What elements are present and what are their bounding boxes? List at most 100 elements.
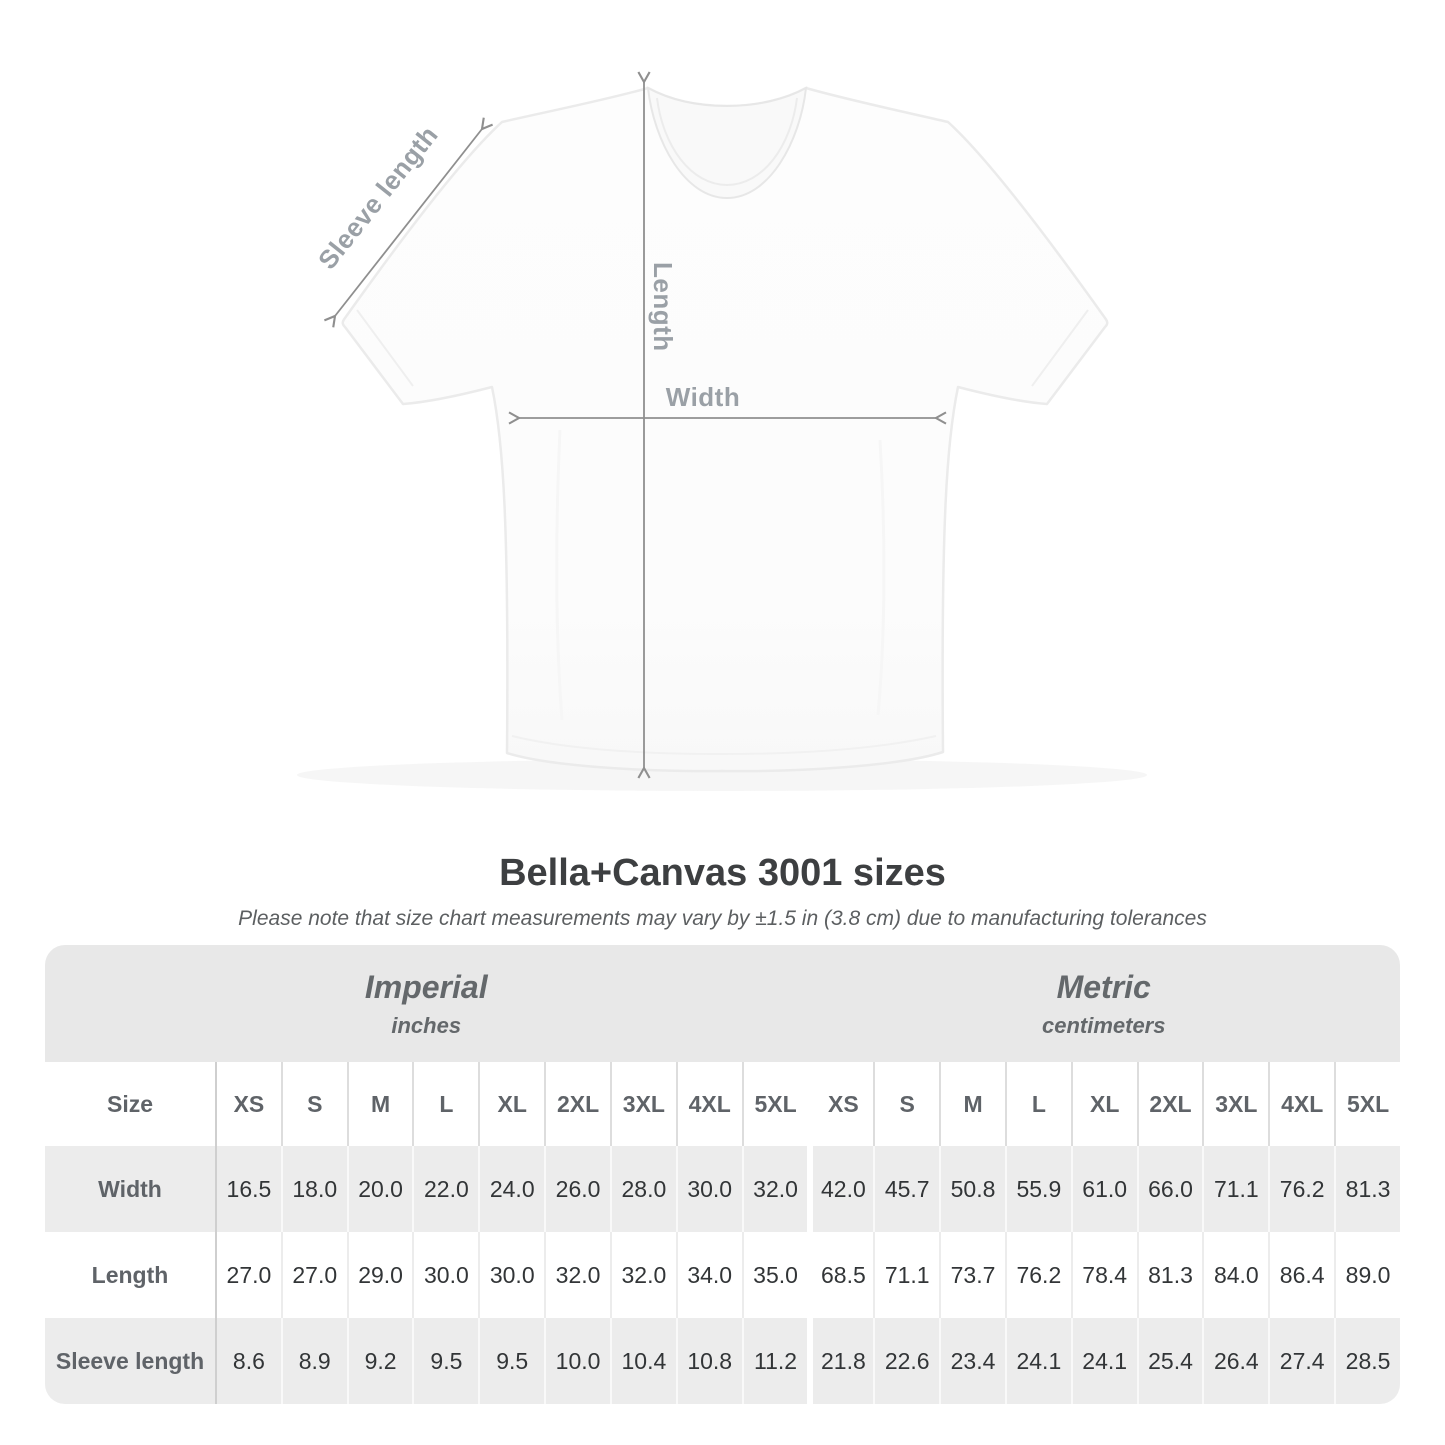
size-table-body: Width 16.5 18.0 20.0 22.0 24.0 26.0 28.0 30.0 32.… [45,1146,1400,1404]
size-column-header: XS [215,1062,281,1146]
measurement-value: 27.0 [280,1232,347,1318]
size-column-header: 3XL [1202,1062,1268,1146]
measurement-row-label: Width [98,1175,162,1202]
size-column-header: 3XL [609,1062,676,1146]
measurement-value: 32.0 [741,1146,808,1232]
size-column-header: L [412,1062,478,1146]
measurement-value: 9.5 [478,1318,544,1404]
metric-unit: centimeters [1041,1012,1166,1038]
measurement-row-label: Length [91,1261,169,1288]
measurement-value: 24.1 [1070,1318,1137,1404]
measurement-value: 76.2 [1268,1146,1334,1232]
size-header-row: Size XS S M L XL 2XL 3XL 4XL 5XL XS S M L XL 2XL 3XL 4XL 5… [45,1062,1400,1146]
size-column-header: S [873,1062,939,1146]
size-column-header: XS [807,1062,873,1146]
measurement-value: 25.4 [1136,1318,1203,1404]
measurement-value: 30.0 [478,1232,544,1318]
size-column-header: 5XL [741,1062,808,1146]
measurement-value: 81.3 [1136,1232,1203,1318]
measurement-value: 50.8 [939,1146,1005,1232]
measurement-value: 28.0 [609,1146,676,1232]
table-row: Width 16.5 18.0 20.0 22.0 24.0 26.0 28.0 30.0 32.… [45,1146,1400,1232]
size-column-header: 4XL [1268,1062,1334,1146]
size-column-header: S [280,1062,347,1146]
page-title: Bella+Canvas 3001 sizes [499,852,946,894]
tshirt-hem-shadow [297,759,1147,791]
measurement-value: 10.8 [675,1318,742,1404]
tshirt-measurement-diagram: Sleeve length Length Width [297,71,1147,791]
measurement-value: 68.5 [807,1232,873,1318]
measurement-value: 9.2 [346,1318,413,1404]
size-table: Imperial inches Metric centimeters Size X… [45,945,1400,1404]
measurement-value: 71.1 [1202,1146,1268,1232]
tshirt-wrinkle [555,429,564,721]
measurement-value: 42.0 [807,1146,873,1232]
size-column-header: 4XL [675,1062,742,1146]
measurement-value: 18.0 [280,1146,347,1232]
imperial-unit: inches [391,1012,462,1038]
size-column-header: XL [1070,1062,1137,1146]
measurement-value: 32.0 [544,1232,610,1318]
measurement-value: 10.4 [609,1318,676,1404]
measurement-value: 22.6 [873,1318,939,1404]
measurement-value: 24.0 [478,1146,544,1232]
measurement-value: 28.5 [1334,1318,1400,1404]
measurement-value: 71.1 [873,1232,939,1318]
size-column-header: 2XL [544,1062,610,1146]
measurement-value: 55.9 [1004,1146,1071,1232]
measurement-value: 86.4 [1268,1232,1334,1318]
tshirt-hem-seam [511,735,937,756]
measurement-value: 30.0 [412,1232,478,1318]
width-label: Width [666,382,740,412]
measurement-value: 61.0 [1070,1146,1137,1232]
measurement-value: 26.4 [1202,1318,1268,1404]
measurement-value: 27.0 [215,1232,281,1318]
measurement-value: 34.0 [675,1232,742,1318]
measurement-value: 23.4 [939,1318,1005,1404]
measurement-value: 22.0 [412,1146,478,1232]
measurement-value: 76.2 [1004,1232,1071,1318]
tshirt-collar-opening [646,86,808,200]
size-column-header: 2XL [1136,1062,1203,1146]
measurement-value: 16.5 [215,1146,281,1232]
measurement-value: 24.1 [1004,1318,1071,1404]
tolerance-note: Please note that size chart measurements… [238,907,1207,930]
measurement-value: 29.0 [346,1232,413,1318]
measurement-value: 89.0 [1334,1232,1400,1318]
size-column-header: L [1004,1062,1071,1146]
size-column-header: 5XL [1334,1062,1400,1146]
measurement-value: 84.0 [1202,1232,1268,1318]
measurement-value: 66.0 [1136,1146,1203,1232]
tshirt-collar-seam [656,97,798,187]
measurement-value: 26.0 [544,1146,610,1232]
measurement-value: 21.8 [807,1318,873,1404]
measurement-row-label: Sleeve length [55,1347,205,1374]
tshirt-right-cuff-seam [1031,309,1089,387]
measurement-value: 73.7 [939,1232,1005,1318]
size-column-header: M [939,1062,1005,1146]
measurement-value: 9.5 [412,1318,478,1404]
measurement-value: 8.9 [280,1318,347,1404]
metric-label: Metric [1056,968,1151,1005]
measurement-value: 8.6 [215,1318,281,1404]
metric-band: Metric centimeters [807,945,1400,1062]
measurement-value: 30.0 [675,1146,742,1232]
measurement-value: 78.4 [1070,1232,1137,1318]
table-row: Length 27.0 27.0 29.0 30.0 30.0 32.0 32.0 34.0 35… [45,1232,1400,1318]
imperial-label: Imperial [364,968,488,1005]
sleeve-length-arrow [323,117,494,328]
measurement-value: 45.7 [873,1146,939,1232]
measurement-value: 35.0 [741,1232,808,1318]
unit-band-row: Imperial inches Metric centimeters [45,945,1400,1062]
size-column-header: M [346,1062,413,1146]
measurement-value: 10.0 [544,1318,610,1404]
measurement-value: 27.4 [1268,1318,1334,1404]
measurement-value: 11.2 [741,1318,808,1404]
measurement-value: 81.3 [1334,1146,1400,1232]
measurement-value: 20.0 [346,1146,413,1232]
measurement-value: 32.0 [609,1232,676,1318]
size-header-label: Size [106,1090,154,1117]
size-column-header: XL [478,1062,544,1146]
imperial-band: Imperial inches [45,945,808,1062]
